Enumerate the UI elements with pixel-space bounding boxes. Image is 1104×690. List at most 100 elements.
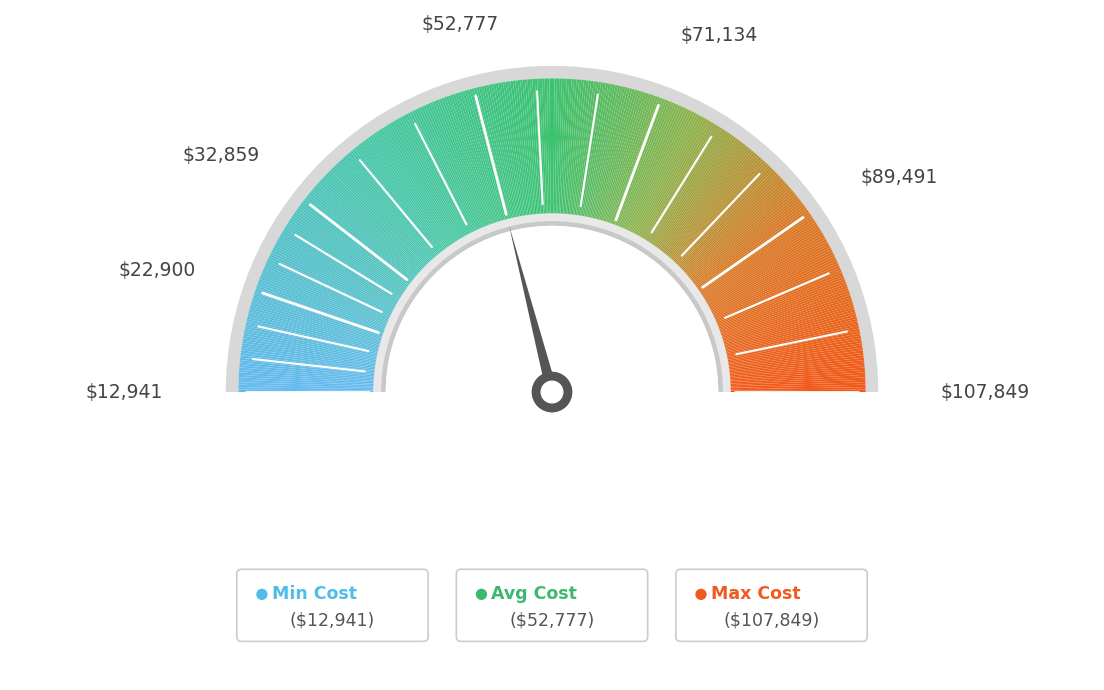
Wedge shape bbox=[569, 80, 584, 217]
Wedge shape bbox=[612, 97, 660, 227]
Wedge shape bbox=[691, 200, 802, 286]
Wedge shape bbox=[241, 353, 378, 371]
Wedge shape bbox=[705, 241, 828, 308]
Wedge shape bbox=[628, 109, 690, 235]
Wedge shape bbox=[405, 114, 471, 237]
Wedge shape bbox=[667, 155, 760, 260]
Wedge shape bbox=[338, 161, 433, 264]
Wedge shape bbox=[710, 256, 836, 317]
Wedge shape bbox=[629, 110, 692, 235]
Wedge shape bbox=[627, 108, 688, 234]
Wedge shape bbox=[491, 84, 519, 220]
Wedge shape bbox=[259, 277, 389, 328]
Wedge shape bbox=[498, 83, 523, 219]
Wedge shape bbox=[434, 101, 487, 229]
Wedge shape bbox=[724, 328, 860, 358]
Wedge shape bbox=[640, 121, 712, 241]
Wedge shape bbox=[660, 144, 746, 254]
Wedge shape bbox=[554, 79, 560, 217]
Wedge shape bbox=[718, 286, 848, 334]
Wedge shape bbox=[240, 362, 378, 377]
Wedge shape bbox=[726, 362, 864, 377]
Wedge shape bbox=[725, 346, 862, 367]
Wedge shape bbox=[385, 226, 719, 392]
Wedge shape bbox=[288, 220, 405, 297]
Wedge shape bbox=[669, 159, 763, 262]
Wedge shape bbox=[713, 270, 841, 325]
Wedge shape bbox=[327, 172, 427, 270]
Wedge shape bbox=[580, 82, 604, 219]
Wedge shape bbox=[633, 114, 699, 237]
Wedge shape bbox=[714, 275, 843, 327]
Wedge shape bbox=[279, 235, 400, 305]
Wedge shape bbox=[715, 279, 846, 330]
FancyBboxPatch shape bbox=[236, 569, 428, 642]
Wedge shape bbox=[698, 218, 814, 295]
Wedge shape bbox=[384, 126, 459, 244]
Wedge shape bbox=[711, 261, 838, 319]
Wedge shape bbox=[702, 230, 822, 303]
Wedge shape bbox=[274, 245, 396, 311]
Wedge shape bbox=[284, 228, 402, 302]
Wedge shape bbox=[693, 206, 806, 289]
Wedge shape bbox=[665, 152, 756, 259]
Wedge shape bbox=[617, 101, 670, 229]
Wedge shape bbox=[726, 365, 864, 378]
Wedge shape bbox=[542, 79, 548, 217]
Wedge shape bbox=[429, 102, 485, 230]
Wedge shape bbox=[571, 80, 588, 217]
Wedge shape bbox=[601, 91, 641, 224]
Wedge shape bbox=[622, 104, 679, 231]
Wedge shape bbox=[651, 134, 732, 248]
Wedge shape bbox=[724, 326, 859, 357]
Wedge shape bbox=[506, 81, 528, 218]
Wedge shape bbox=[265, 263, 392, 321]
Circle shape bbox=[696, 589, 707, 600]
Wedge shape bbox=[238, 390, 376, 392]
Wedge shape bbox=[266, 261, 393, 319]
Wedge shape bbox=[684, 186, 790, 278]
Wedge shape bbox=[689, 196, 798, 284]
Wedge shape bbox=[244, 331, 380, 359]
Wedge shape bbox=[719, 290, 849, 337]
Wedge shape bbox=[442, 98, 491, 228]
Wedge shape bbox=[484, 86, 516, 221]
Wedge shape bbox=[378, 130, 456, 246]
Wedge shape bbox=[725, 336, 861, 362]
Wedge shape bbox=[585, 84, 613, 220]
Wedge shape bbox=[238, 375, 376, 384]
Wedge shape bbox=[699, 220, 816, 297]
Wedge shape bbox=[243, 338, 379, 363]
Wedge shape bbox=[320, 179, 423, 274]
Wedge shape bbox=[726, 353, 863, 371]
Wedge shape bbox=[446, 96, 493, 227]
Wedge shape bbox=[257, 282, 388, 331]
Wedge shape bbox=[647, 128, 724, 245]
Wedge shape bbox=[512, 81, 531, 218]
Wedge shape bbox=[254, 293, 385, 338]
Wedge shape bbox=[329, 170, 428, 269]
Wedge shape bbox=[687, 190, 794, 280]
Wedge shape bbox=[636, 116, 703, 238]
Wedge shape bbox=[240, 368, 376, 380]
Wedge shape bbox=[538, 79, 545, 217]
Wedge shape bbox=[240, 365, 378, 378]
Wedge shape bbox=[688, 192, 795, 281]
Wedge shape bbox=[704, 237, 826, 306]
Wedge shape bbox=[714, 272, 842, 326]
Wedge shape bbox=[716, 284, 847, 333]
Wedge shape bbox=[597, 89, 635, 223]
FancyBboxPatch shape bbox=[456, 569, 648, 642]
Wedge shape bbox=[614, 99, 666, 228]
Wedge shape bbox=[638, 119, 708, 239]
Wedge shape bbox=[255, 288, 386, 335]
Wedge shape bbox=[725, 343, 862, 366]
Wedge shape bbox=[396, 119, 466, 239]
Wedge shape bbox=[553, 79, 556, 217]
Wedge shape bbox=[593, 87, 627, 221]
Wedge shape bbox=[700, 222, 817, 298]
Wedge shape bbox=[251, 302, 384, 343]
Wedge shape bbox=[264, 265, 391, 322]
Text: $89,491: $89,491 bbox=[861, 168, 938, 187]
Wedge shape bbox=[570, 80, 586, 217]
